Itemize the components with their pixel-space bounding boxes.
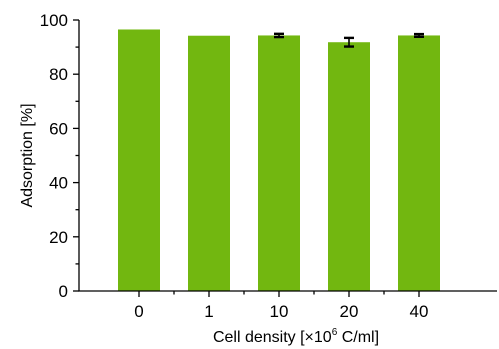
- error-bars-layer: [274, 32, 424, 48]
- x-ticks-layer: 0 1 10 20 40: [134, 291, 428, 321]
- bar-20: [328, 42, 370, 291]
- y-ticks-layer: 0 20 40 60 80 100: [40, 11, 79, 301]
- y-tick-label: 0: [59, 282, 68, 301]
- y-tick-label: 80: [49, 65, 68, 84]
- x-axis-title: Cell density [×106 C/ml]: [213, 327, 379, 346]
- x-tick-label-10: 10: [270, 302, 289, 321]
- x-tick-label-0: 0: [134, 302, 143, 321]
- y-tick-label: 100: [40, 11, 68, 30]
- y-tick-label: 60: [49, 119, 68, 138]
- y-axis-title: Adsorption [%]: [19, 103, 36, 207]
- x-axis-title-main: Cell density [×10: [213, 329, 332, 346]
- y-tick-label: 20: [49, 228, 68, 247]
- bar-10: [258, 35, 300, 292]
- bars-layer: [118, 29, 440, 292]
- x-tick-label-40: 40: [410, 302, 429, 321]
- y-tick-label: 40: [49, 174, 68, 193]
- x-tick-label-1: 1: [204, 302, 213, 321]
- bar-1: [188, 35, 230, 291]
- x-tick-label-20: 20: [340, 302, 359, 321]
- bar-40: [398, 35, 440, 292]
- x-axis-title-superscript: 6: [332, 327, 338, 338]
- bar-0: [118, 29, 160, 292]
- x-axis-title-tail: C/ml]: [337, 329, 379, 346]
